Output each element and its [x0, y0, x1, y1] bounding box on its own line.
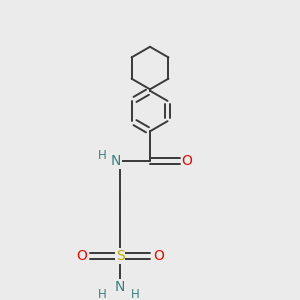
Text: O: O — [153, 249, 164, 263]
Text: H: H — [98, 288, 107, 300]
Text: N: N — [115, 280, 125, 294]
Text: O: O — [182, 154, 193, 168]
Text: N: N — [111, 154, 121, 168]
Text: H: H — [130, 288, 139, 300]
Text: H: H — [98, 149, 107, 162]
Text: O: O — [76, 249, 87, 263]
Text: S: S — [116, 249, 124, 263]
